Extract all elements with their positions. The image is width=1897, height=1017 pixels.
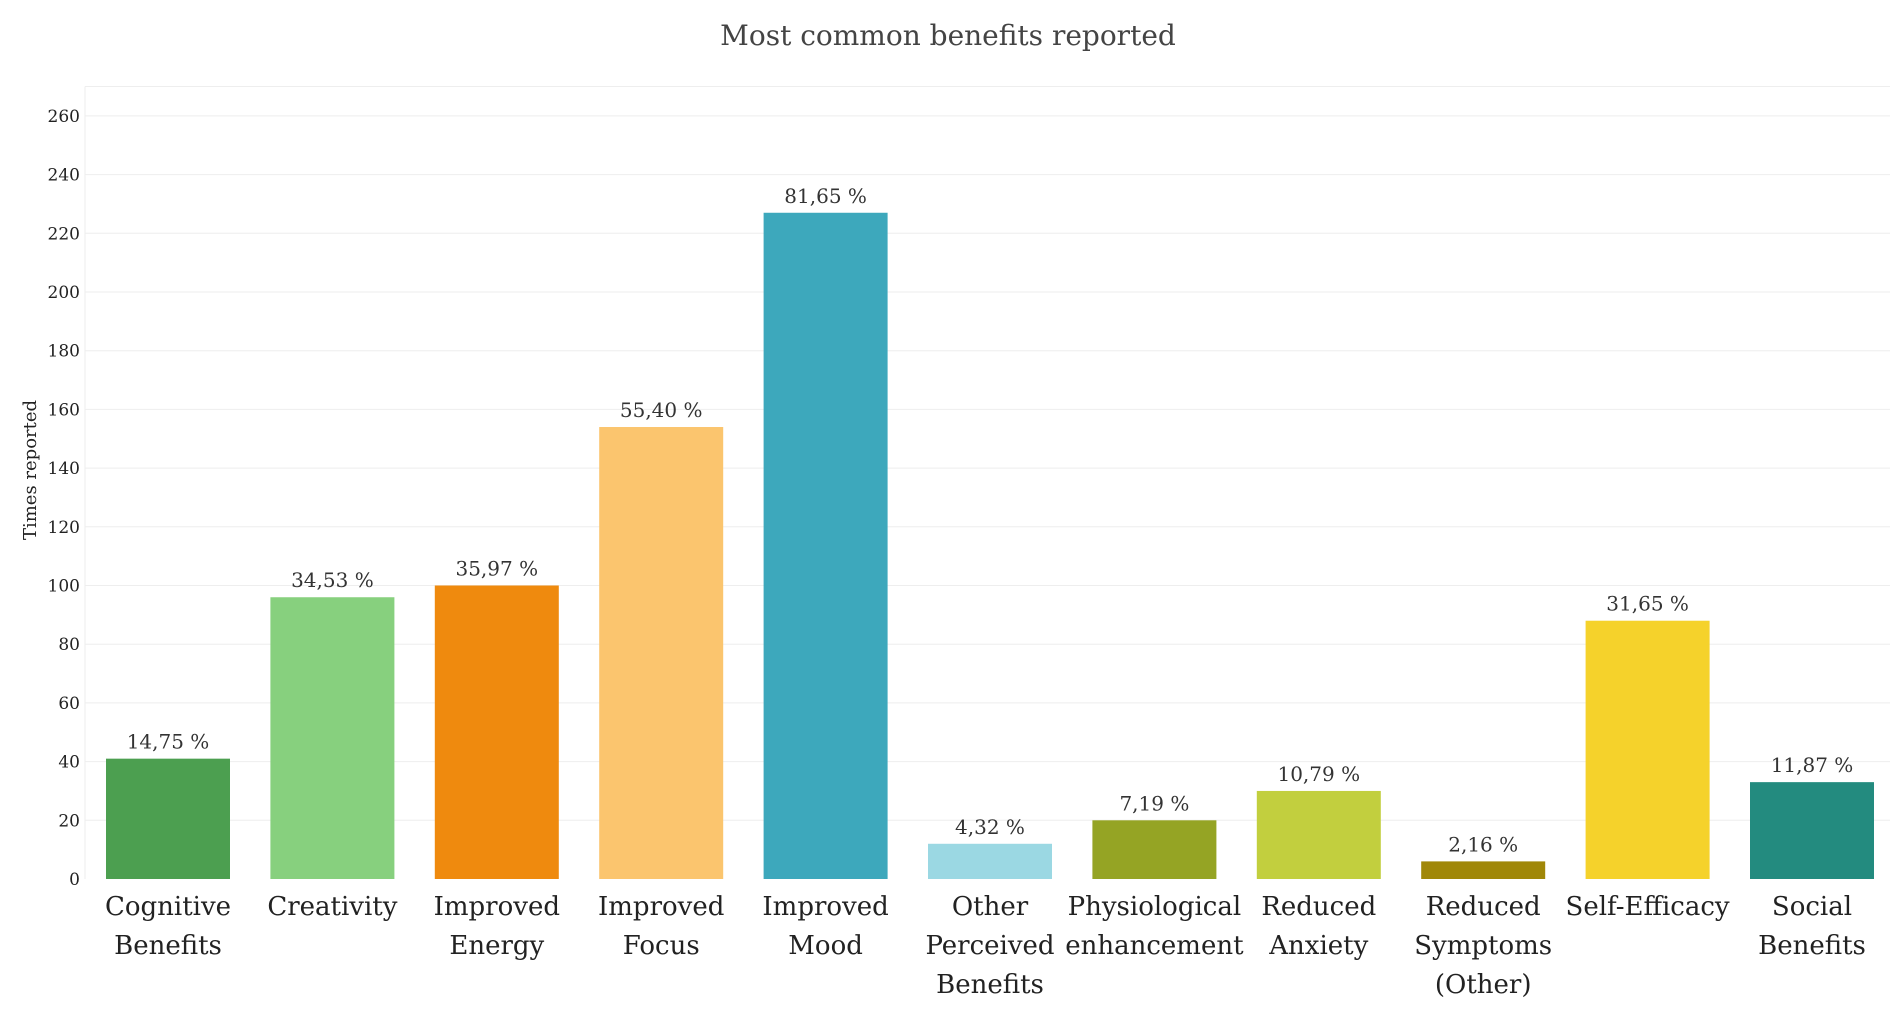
y-tick-label: 120 [48,518,80,538]
x-tick-line: Symptoms [1414,931,1552,961]
x-tick-line: Other [952,892,1029,922]
bar [763,212,888,879]
y-axis-ticks: 0 20 40 60 80 100 120 140 160 180 200 220 240 260 [48,107,80,890]
data-label: 35,97 % [455,557,538,581]
x-tick-label: Reduced Symptoms (Other) [1414,892,1552,1000]
y-tick-label: 200 [48,283,80,303]
x-axis-ticks: Cognitive Benefits Creativity Improved Energ… [105,892,1866,1000]
y-tick-label: 220 [48,224,80,244]
data-label: 7,19 % [1119,791,1189,815]
bar [1421,861,1546,879]
bar [106,758,230,879]
x-tick-line: Improved [762,892,888,922]
y-tick-label: 60 [58,694,80,714]
bars [106,212,1874,879]
x-tick-line: Social [1772,892,1852,922]
bar [1092,820,1217,879]
x-tick-label: Improved Focus [598,892,724,961]
bar [1256,790,1381,879]
bar [270,597,395,879]
x-tick-label: Creativity [267,892,397,922]
x-tick-label: Improved Energy [434,892,560,961]
y-tick-label: 140 [48,459,80,479]
bar [599,427,724,879]
data-label: 4,32 % [955,815,1025,839]
y-tick-label: 0 [69,870,80,890]
bar [1750,782,1874,879]
x-tick-line: Reduced [1261,892,1376,922]
x-tick-line: Cognitive [105,892,231,922]
x-tick-label: Reduced Anxiety [1261,892,1376,961]
y-tick-label: 80 [58,635,80,655]
y-axis-label: Times reported [20,400,41,540]
x-tick-line: Benefits [936,970,1044,1000]
y-tick-label: 180 [48,342,80,362]
x-tick-line: Focus [623,931,700,961]
y-tick-label: 40 [58,753,80,773]
x-tick-line: Physiological [1068,892,1242,922]
bar [928,843,1052,879]
x-tick-line: Benefits [1758,931,1866,961]
data-label: 55,40 % [620,398,703,422]
x-tick-line: Self-Efficacy [1566,892,1730,922]
x-tick-label: Other Perceived Benefits [925,892,1054,1000]
data-label: 81,65 % [784,184,867,208]
x-tick-label: Self-Efficacy [1566,892,1730,922]
x-tick-line: Perceived [925,931,1054,961]
y-tick-label: 20 [58,811,80,831]
bar [434,585,559,879]
data-label: 11,87 % [1771,753,1854,777]
x-tick-line: Improved [598,892,724,922]
data-label: 2,16 % [1448,832,1518,856]
bar [1585,620,1710,879]
x-tick-line: Anxiety [1268,931,1368,961]
x-tick-line: enhancement [1065,931,1244,961]
x-tick-label: Improved Mood [762,892,888,961]
x-tick-line: Improved [434,892,560,922]
y-tick-label: 260 [48,107,80,127]
x-tick-label: Physiological enhancement [1065,892,1244,961]
x-tick-line: Mood [788,931,863,961]
x-tick-line: (Other) [1435,970,1532,1000]
chart-title: Most common benefits reported [720,19,1176,52]
gridlines [84,86,1890,879]
data-label: 34,53 % [291,568,374,592]
x-tick-label: Cognitive Benefits [105,892,231,961]
data-label: 31,65 % [1606,592,1689,616]
x-tick-line: Reduced [1426,892,1541,922]
x-tick-line: Benefits [114,931,222,961]
y-tick-label: 160 [48,400,80,420]
data-label: 14,75 % [127,730,210,754]
y-tick-label: 240 [48,166,80,186]
x-tick-line: Creativity [267,892,397,922]
data-labels: 14,75 % 34,53 % 35,97 % 55,40 % 81,65 % 4,32 … [127,184,1854,857]
x-tick-label: Social Benefits [1758,892,1866,961]
x-tick-line: Energy [449,931,544,961]
y-tick-label: 100 [48,577,80,597]
data-label: 10,79 % [1277,762,1360,786]
